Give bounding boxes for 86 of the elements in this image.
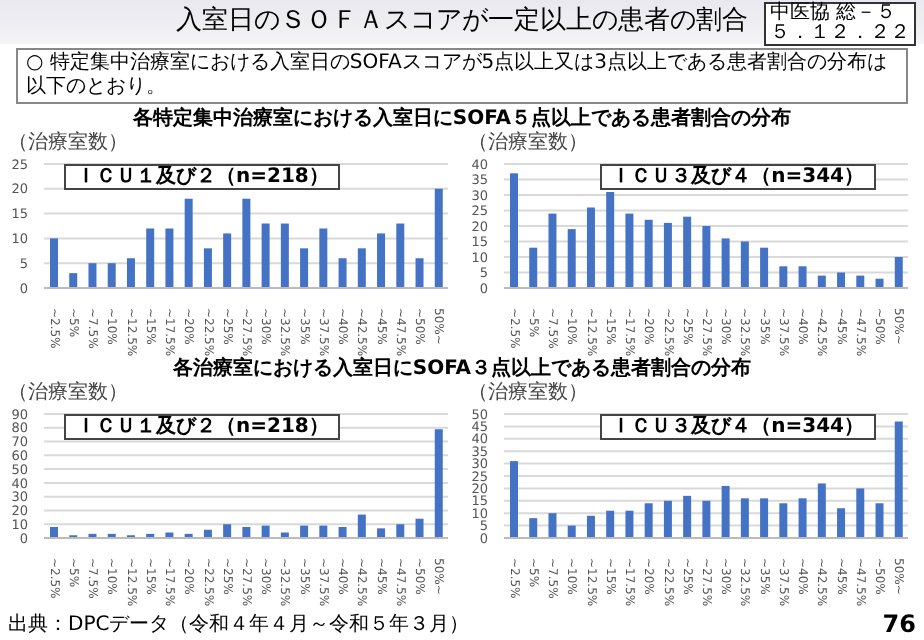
bar [625, 213, 634, 288]
bar [644, 219, 653, 288]
bar [548, 513, 557, 538]
text: 中医協 総－５ [770, 2, 899, 24]
bar [434, 429, 443, 538]
bar [894, 257, 903, 288]
bar [377, 233, 386, 288]
bar [338, 258, 347, 288]
chart-subtitle: ＩＣＵ３及び４（n=344） [599, 164, 876, 190]
bar [50, 238, 58, 288]
bar [357, 514, 366, 538]
y-axis-title: （治療室数） [6, 382, 130, 406]
chart-subtitle: ＩＣＵ１及び２（n=218） [64, 414, 341, 440]
bar [529, 518, 538, 538]
bar [529, 247, 538, 288]
bar [261, 223, 270, 288]
bar [760, 247, 769, 288]
bar [740, 498, 749, 538]
bar [663, 222, 672, 288]
bar [107, 263, 116, 288]
bar [644, 503, 653, 538]
bar [683, 495, 692, 538]
bar [760, 498, 769, 538]
bar [875, 503, 884, 538]
text: 76 [882, 610, 916, 638]
bar [606, 510, 615, 538]
bar [184, 198, 193, 288]
bar [223, 524, 232, 538]
chart-subtitle: ＩＣＵ１及び２（n=218） [64, 164, 341, 190]
bar [126, 258, 135, 288]
bar [567, 229, 576, 288]
y-axis-title: （治療室数） [466, 132, 590, 156]
text: ５．１２．２２ [770, 22, 910, 44]
bar [606, 191, 615, 288]
bar [798, 498, 807, 538]
bar [357, 248, 366, 288]
bar [165, 228, 174, 288]
bar [415, 518, 424, 538]
bar [740, 241, 749, 288]
bar [50, 526, 58, 538]
bar [894, 421, 903, 538]
bar [779, 503, 788, 538]
bar [203, 248, 212, 288]
bar [625, 510, 634, 538]
y-axis-title: （治療室数） [466, 382, 590, 406]
bar [779, 266, 788, 288]
bar [721, 238, 730, 288]
bar [837, 508, 846, 538]
bar [798, 266, 807, 288]
bar [300, 248, 309, 288]
chart-title: 各治療室における入室日にSOFA３点以上である患者割合の分布 [170, 356, 754, 381]
source-note: 出典：DPCデータ（令和４年４月～令和５年３月） [8, 611, 470, 638]
bar [663, 500, 672, 538]
bar [817, 483, 826, 538]
bar [146, 228, 155, 288]
y-axis-title: （治療室数） [6, 132, 130, 156]
text: 入室日のＳＯＦＡスコアが一定以上の患者の割合 [176, 6, 748, 36]
chart-subtitle: ＩＣＵ３及び４（n=344） [599, 414, 876, 440]
bar [721, 485, 730, 538]
bar [396, 223, 405, 288]
bar [415, 258, 424, 288]
bar [88, 263, 97, 288]
bar [319, 228, 328, 288]
bar [510, 173, 518, 288]
bar [242, 198, 251, 288]
bar [280, 532, 289, 538]
bar [702, 226, 711, 288]
bar [510, 461, 518, 538]
bar [434, 188, 443, 288]
bar [280, 223, 289, 288]
bar [586, 207, 595, 288]
bar [223, 233, 232, 288]
bar [165, 532, 174, 538]
bar [856, 488, 865, 538]
bar [586, 515, 595, 538]
bar [548, 213, 557, 288]
bar [396, 524, 405, 538]
bar [683, 216, 692, 288]
bar [837, 272, 846, 288]
bar [377, 528, 386, 538]
bar [242, 526, 251, 538]
text: ○ 特定集中治療室における入室日のSOFAスコアが5点以上又は3点以上である患者割合の分布は以下のとおり。 [16, 48, 908, 104]
chart-title: 各特定集中治療室における入室日にSOFA５点以上である患者割合の分布 [130, 106, 794, 131]
bar [338, 526, 347, 538]
bar [702, 500, 711, 538]
bar [69, 273, 78, 288]
